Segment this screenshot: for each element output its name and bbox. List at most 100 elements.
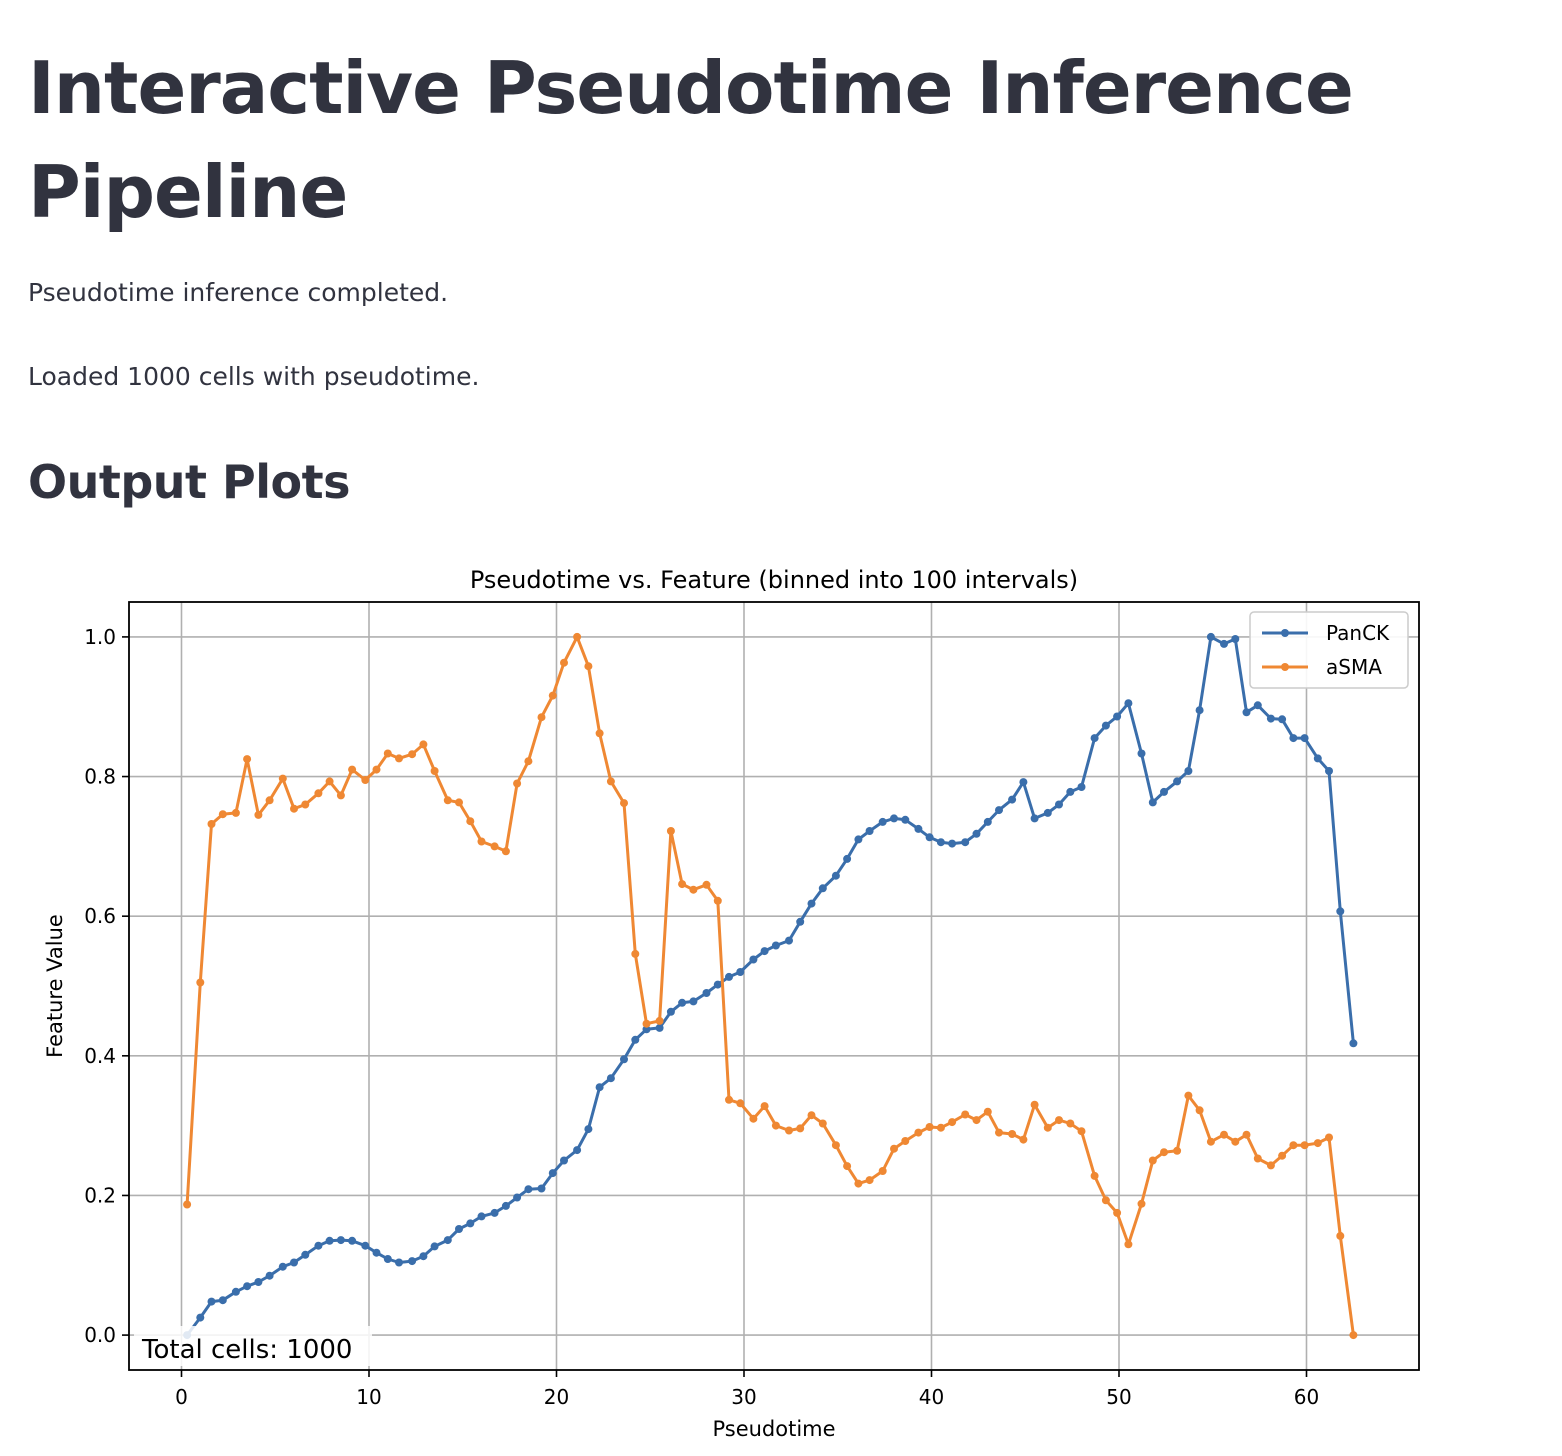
- data-point: [995, 1128, 1003, 1137]
- data-point: [713, 896, 722, 905]
- data-point: [231, 1287, 240, 1296]
- data-point: [455, 1225, 463, 1233]
- data-point: [537, 713, 546, 722]
- data-point: [1101, 1196, 1110, 1205]
- legend-box: [1249, 611, 1409, 689]
- data-point: [595, 1083, 604, 1092]
- data-point: [1030, 1100, 1039, 1109]
- data-point: [972, 1116, 981, 1125]
- data-point: [1173, 777, 1182, 786]
- data-point: [1008, 795, 1017, 804]
- y-tick-label: 0.8: [84, 765, 116, 789]
- data-point: [560, 1156, 568, 1165]
- data-point: [1289, 1141, 1298, 1150]
- data-point: [1300, 734, 1309, 743]
- data-point: [1008, 1130, 1017, 1138]
- series-line-panck: [185, 635, 1355, 1337]
- x-tick-label: 40: [919, 1385, 944, 1409]
- y-tick-label: 0.6: [84, 904, 116, 928]
- data-point: [843, 1162, 852, 1171]
- data-point: [843, 854, 852, 863]
- data-point: [666, 827, 675, 835]
- data-point: [196, 978, 205, 987]
- data-point: [865, 1176, 874, 1185]
- data-point: [1325, 767, 1333, 775]
- data-point: [1278, 1151, 1287, 1160]
- data-point: [207, 1297, 216, 1306]
- legend: PanCK aSMA: [1249, 611, 1409, 689]
- data-point: [1055, 800, 1063, 809]
- y-tick-label: 0.4: [84, 1044, 116, 1068]
- status-message: Pseudotime inference completed.: [28, 278, 449, 307]
- data-point: [254, 1278, 263, 1286]
- data-point: [760, 947, 769, 956]
- data-point: [983, 1107, 992, 1116]
- data-point: [1242, 1130, 1251, 1139]
- data-point: [936, 838, 945, 847]
- data-point: [854, 835, 863, 844]
- data-point: [1137, 749, 1146, 758]
- data-point: [961, 838, 970, 847]
- legend-label-panck: PanCK: [1326, 621, 1390, 645]
- data-point: [584, 662, 593, 671]
- data-point: [796, 1124, 805, 1133]
- legend-label-asma: aSMA: [1326, 655, 1382, 679]
- data-point: [548, 691, 557, 700]
- data-point: [408, 750, 417, 759]
- data-point: [290, 804, 298, 813]
- data-point: [513, 1193, 522, 1202]
- data-point: [1253, 1154, 1262, 1163]
- x-tick-label: 60: [1294, 1385, 1319, 1409]
- data-point: [642, 1025, 651, 1034]
- total-cells-annotation: Total cells: 1000: [134, 1326, 372, 1366]
- data-point: [348, 765, 357, 774]
- data-point: [1066, 1119, 1075, 1128]
- y-tick-label: 0.0: [84, 1323, 116, 1347]
- data-point: [278, 1262, 287, 1271]
- data-point: [878, 817, 887, 826]
- data-point: [301, 800, 310, 809]
- data-point: [218, 1296, 227, 1305]
- legend-marker: [1281, 663, 1289, 671]
- data-point: [196, 1313, 205, 1322]
- data-point: [1173, 1146, 1182, 1155]
- data-point: [1160, 1148, 1168, 1157]
- data-point: [1113, 712, 1122, 721]
- data-point: [361, 1241, 370, 1250]
- data-point: [890, 814, 898, 823]
- data-point: [1195, 706, 1204, 715]
- data-point: [678, 880, 687, 889]
- data-point: [501, 847, 510, 856]
- data-point: [314, 1241, 323, 1250]
- data-point: [513, 779, 522, 788]
- data-point: [348, 1236, 357, 1245]
- x-tick-label: 0: [175, 1385, 188, 1409]
- data-point: [1289, 734, 1298, 743]
- y-tick-label: 1.0: [84, 625, 116, 649]
- data-point: [642, 1019, 651, 1028]
- data-point: [1266, 714, 1275, 723]
- data-point: [524, 757, 533, 766]
- data-point: [1300, 1141, 1309, 1150]
- data-point: [1124, 1240, 1133, 1249]
- data-point: [183, 1331, 192, 1340]
- data-point: [408, 1257, 417, 1266]
- series-asma: [183, 632, 1358, 1340]
- data-point: [1266, 1161, 1275, 1170]
- annotation-background: [134, 1326, 372, 1366]
- data-point: [573, 1146, 582, 1155]
- data-point: [1184, 767, 1193, 775]
- data-point: [372, 765, 381, 774]
- data-point: [796, 917, 805, 926]
- data-point: [443, 796, 452, 805]
- data-point: [1090, 1171, 1099, 1180]
- data-point: [477, 1212, 486, 1221]
- series-layer: [183, 632, 1358, 1340]
- axes-layer: 0 10 20 30 40 50 60 0.0 0.2 0.4 0.6 0.8 1.0: [84, 625, 1319, 1409]
- x-tick-label: 50: [1106, 1385, 1131, 1409]
- data-point: [606, 777, 615, 786]
- data-point: [1231, 635, 1240, 643]
- data-point: [1220, 1130, 1228, 1139]
- data-point: [972, 829, 981, 838]
- data-point: [1313, 1139, 1322, 1148]
